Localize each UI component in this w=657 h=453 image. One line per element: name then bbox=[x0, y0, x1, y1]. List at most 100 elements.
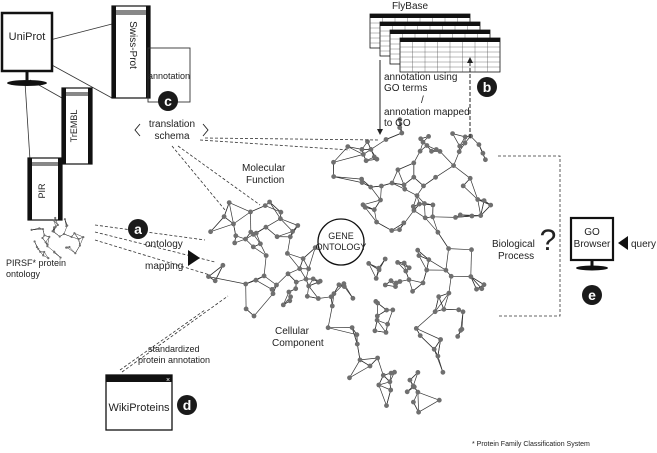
network-edge bbox=[437, 339, 441, 357]
network-edge bbox=[448, 276, 452, 294]
network-node bbox=[290, 229, 295, 234]
network-node bbox=[421, 183, 426, 189]
network-edge bbox=[397, 169, 405, 186]
network-node bbox=[424, 143, 430, 148]
network-edge bbox=[54, 217, 59, 226]
network-node bbox=[33, 240, 36, 243]
wikiproteins-window[interactable]: × WikiProteins bbox=[105, 374, 173, 431]
network-node bbox=[315, 279, 321, 285]
network-node bbox=[59, 256, 62, 259]
network-node bbox=[389, 180, 395, 186]
ontology-mapping-line2: mapping bbox=[145, 261, 183, 272]
trembl-label: TrEMBL bbox=[69, 110, 79, 143]
pir-server[interactable]: PIR bbox=[27, 157, 63, 221]
network-node bbox=[417, 148, 423, 154]
network-node bbox=[433, 174, 438, 180]
network-node bbox=[401, 260, 407, 266]
network-node bbox=[300, 256, 306, 261]
network-edge bbox=[328, 327, 357, 336]
badge-b: b bbox=[477, 77, 497, 97]
network-edge bbox=[255, 279, 273, 290]
network-edge bbox=[308, 247, 316, 269]
network-node bbox=[297, 266, 303, 272]
network-node bbox=[263, 253, 269, 258]
network-node bbox=[475, 197, 481, 202]
network-node bbox=[462, 134, 468, 140]
network-node bbox=[417, 333, 423, 338]
network-node bbox=[403, 268, 409, 274]
trembl-server[interactable]: TrEMBL bbox=[61, 87, 93, 165]
network-node bbox=[446, 290, 452, 296]
flybase-annot-sep: / bbox=[421, 95, 424, 106]
network-node bbox=[382, 256, 388, 262]
wikiproteins-close-icon[interactable]: × bbox=[166, 377, 170, 384]
network-node bbox=[418, 136, 424, 142]
svg-text:d: d bbox=[183, 397, 192, 413]
network-edge bbox=[333, 146, 349, 163]
network-node bbox=[450, 131, 455, 137]
translation-label-line1: translation bbox=[149, 119, 195, 130]
network-edge bbox=[233, 211, 251, 225]
pirsf-label-line2: ontology bbox=[6, 269, 41, 279]
network-node bbox=[253, 277, 259, 283]
network-edge bbox=[418, 255, 428, 271]
network-node bbox=[390, 307, 396, 313]
network-node bbox=[474, 286, 479, 292]
network-edge bbox=[462, 185, 478, 200]
network-node bbox=[456, 307, 462, 313]
network-edge bbox=[377, 357, 384, 376]
gene-ontology-node[interactable]: GENE ONTOLOGY bbox=[316, 218, 367, 266]
network-node bbox=[359, 176, 364, 182]
network-node bbox=[481, 282, 487, 288]
network-edge bbox=[423, 177, 436, 187]
network-edge bbox=[391, 169, 399, 184]
network-node bbox=[371, 154, 377, 160]
uniprot-monitor[interactable]: UniProt bbox=[0, 11, 54, 86]
network-node bbox=[206, 274, 211, 279]
network-node bbox=[371, 207, 377, 213]
go-browser-monitor[interactable]: GO Browser bbox=[569, 216, 615, 271]
network-node bbox=[248, 209, 253, 215]
network-node bbox=[363, 158, 369, 164]
network-node bbox=[274, 234, 280, 240]
network-node bbox=[368, 147, 374, 152]
network-edge bbox=[349, 359, 361, 378]
network-edge bbox=[477, 199, 482, 216]
network-node bbox=[263, 224, 269, 230]
network-edge bbox=[364, 207, 377, 223]
flybase-tables bbox=[369, 13, 501, 73]
network-node bbox=[243, 306, 249, 312]
swissprot-server[interactable]: Swiss-Prot bbox=[111, 5, 151, 99]
network-edge bbox=[31, 228, 43, 231]
query-label: query bbox=[631, 239, 656, 250]
network-node bbox=[37, 247, 40, 250]
network-node bbox=[66, 224, 69, 227]
network-node bbox=[478, 213, 484, 219]
network-edge bbox=[387, 309, 394, 325]
network-node bbox=[350, 295, 356, 301]
flybase-table-header bbox=[390, 30, 490, 34]
network-edge bbox=[376, 221, 392, 231]
network-node bbox=[267, 199, 272, 205]
network-node bbox=[414, 193, 420, 199]
network-node bbox=[388, 387, 394, 393]
network-edge bbox=[208, 276, 246, 285]
network-edge bbox=[253, 293, 274, 317]
network-node bbox=[397, 227, 402, 233]
network-node bbox=[420, 280, 426, 286]
network-node bbox=[411, 399, 416, 405]
network-edge bbox=[434, 296, 440, 312]
network-node bbox=[443, 267, 449, 273]
network-node bbox=[278, 209, 284, 215]
network-edge bbox=[437, 232, 449, 249]
network-node bbox=[221, 214, 227, 220]
molecular-function-line1: Molecular bbox=[242, 163, 286, 174]
gene-ontology-line1: GENE bbox=[328, 231, 354, 241]
network-edge bbox=[480, 204, 491, 216]
network-edge bbox=[74, 233, 79, 240]
network-edge bbox=[480, 200, 485, 216]
network-node bbox=[274, 282, 279, 288]
network-edge bbox=[333, 176, 363, 183]
network-edge bbox=[276, 273, 289, 286]
